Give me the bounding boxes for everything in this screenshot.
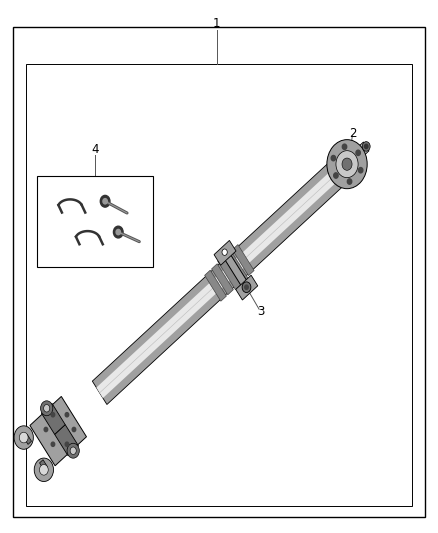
Circle shape: [244, 285, 250, 292]
Circle shape: [100, 196, 110, 207]
Polygon shape: [42, 403, 65, 434]
Circle shape: [113, 226, 123, 238]
Circle shape: [245, 285, 248, 289]
Circle shape: [72, 427, 76, 432]
Polygon shape: [92, 160, 346, 405]
Text: 4: 4: [92, 143, 99, 156]
Polygon shape: [223, 252, 249, 289]
Polygon shape: [24, 434, 32, 445]
Circle shape: [331, 156, 336, 161]
Circle shape: [362, 142, 370, 151]
Circle shape: [342, 158, 352, 171]
Polygon shape: [344, 142, 369, 168]
Polygon shape: [96, 167, 342, 398]
Circle shape: [327, 140, 367, 189]
Circle shape: [70, 447, 76, 455]
Polygon shape: [39, 459, 47, 470]
Bar: [26, 64, 412, 506]
Circle shape: [41, 401, 53, 416]
Text: 3: 3: [257, 305, 264, 318]
Text: 1: 1: [213, 18, 221, 30]
Circle shape: [65, 442, 69, 447]
Polygon shape: [205, 270, 226, 301]
Circle shape: [103, 199, 107, 204]
Polygon shape: [232, 245, 254, 276]
Circle shape: [364, 144, 368, 149]
Polygon shape: [212, 264, 233, 295]
Polygon shape: [225, 249, 248, 284]
Circle shape: [19, 432, 28, 443]
Circle shape: [44, 405, 50, 412]
Circle shape: [356, 150, 360, 156]
Circle shape: [34, 458, 53, 481]
Polygon shape: [214, 240, 236, 265]
Circle shape: [222, 249, 227, 255]
Circle shape: [51, 413, 55, 417]
Polygon shape: [236, 275, 258, 300]
Circle shape: [242, 282, 251, 293]
Circle shape: [51, 442, 55, 447]
Circle shape: [336, 151, 358, 177]
Circle shape: [44, 427, 48, 432]
Polygon shape: [218, 256, 241, 290]
Circle shape: [343, 144, 347, 149]
Circle shape: [65, 413, 69, 417]
Circle shape: [39, 464, 48, 475]
Circle shape: [14, 426, 33, 449]
Circle shape: [67, 443, 79, 458]
Text: 2: 2: [349, 127, 357, 140]
Circle shape: [347, 179, 352, 184]
Bar: [37, 176, 153, 266]
Circle shape: [334, 173, 338, 178]
Circle shape: [358, 167, 363, 173]
Polygon shape: [30, 397, 86, 466]
Circle shape: [116, 229, 120, 235]
Polygon shape: [55, 425, 78, 456]
